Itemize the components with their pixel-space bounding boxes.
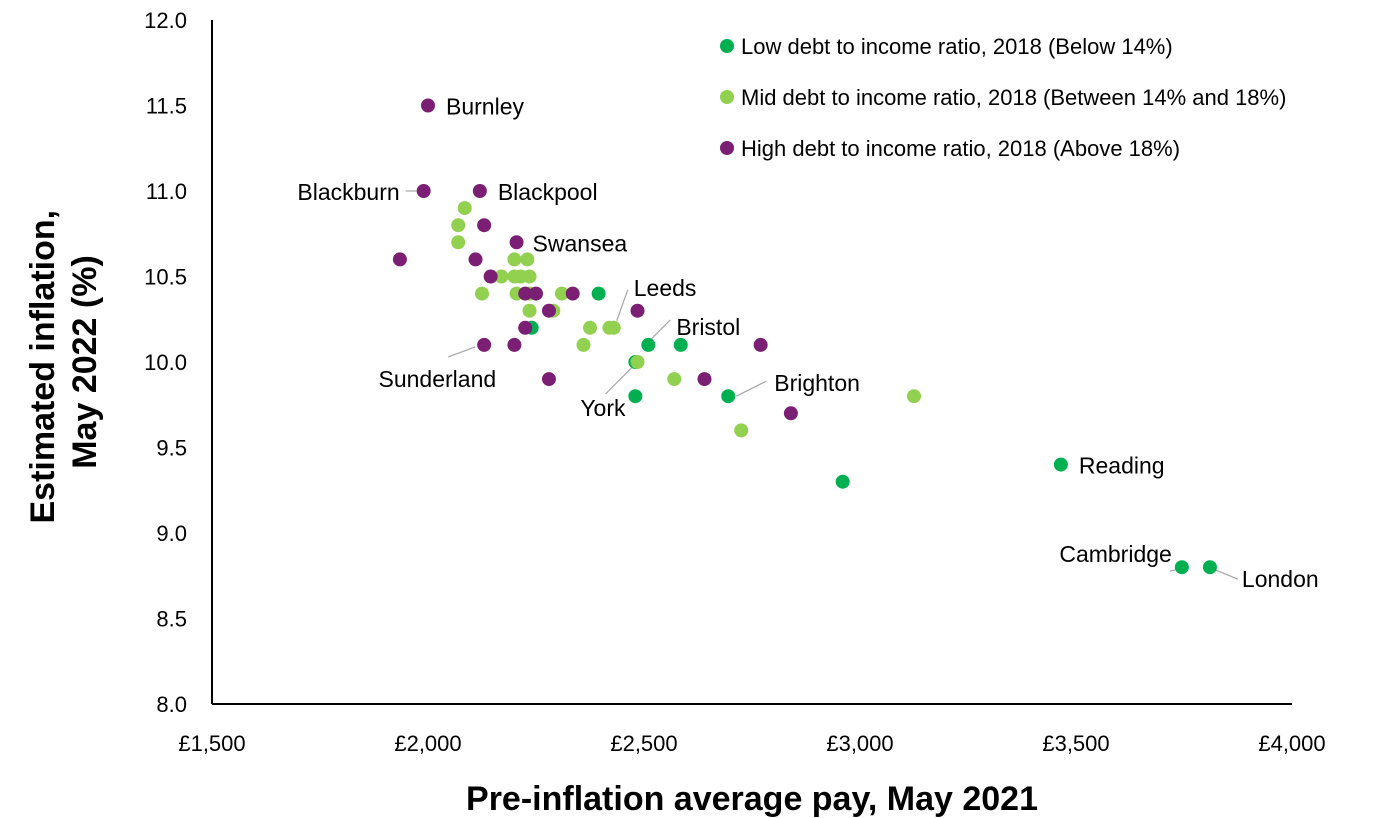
point-mid-debt [554,286,569,301]
data-points [392,98,1217,575]
point-low-debt [673,337,688,352]
point-mid-debt [451,218,466,233]
point-low-debt [721,389,736,404]
y-axis-title-line-2: May 2022 (%) [66,255,104,469]
point-high-debt [783,406,798,421]
point-high-debt [416,184,431,198]
point-high-debt [477,218,492,233]
leader-line [616,289,629,322]
x-axis-title: Pre-inflation average pay, May 2021 [466,780,1038,818]
point-high-debt [507,337,522,352]
x-tick-label: £2,500 [610,731,677,756]
x-tick-label: £2,000 [394,731,461,756]
point-label-london: London [1242,566,1319,592]
point-low-debt [1174,560,1189,575]
legend-marker-low-debt [720,39,734,53]
point-mid-debt [630,355,645,369]
y-tick-label: 11.5 [146,94,187,119]
y-tick-label: 11.0 [146,179,187,204]
legend: Low debt to income ratio, 2018 (Below 14… [720,34,1286,161]
point-high-debt [541,303,556,318]
point-high-debt [518,320,533,335]
point-mid-debt [576,337,591,352]
y-tick-labels: 8.0 8.5 9.0 9.5 10.0 10.5 11.0 11.5 12.0 [144,8,187,717]
point-high-debt [753,337,768,352]
y-tick-label: 10.5 [144,265,187,290]
point-label-blackburn: Blackburn [297,179,399,205]
legend-marker-high-debt [720,141,734,155]
point-mid-debt [734,423,749,438]
point-high-debt [541,372,556,387]
point-high-debt [468,252,483,267]
leader-line [447,346,476,358]
y-tick-label: 9.5 [156,436,187,461]
point-label-sunderland: Sunderland [379,366,497,392]
x-tick-label: £4,000 [1258,731,1325,756]
leader-line [650,319,671,340]
legend-label-high-debt: High debt to income ratio, 2018 (Above 1… [741,136,1180,161]
point-label-york: York [580,395,626,421]
y-tick-label: 8.5 [156,607,187,632]
point-low-debt [641,337,656,352]
legend-label-low-debt: Low debt to income ratio, 2018 (Below 14… [741,34,1173,59]
point-mid-debt [522,303,537,318]
point-high-debt [477,337,492,352]
x-tick-label: £3,000 [826,731,893,756]
point-low-debt [628,389,643,404]
legend-marker-mid-debt [720,90,734,104]
point-low-debt [1053,457,1068,472]
x-tick-labels: £1,500 £2,000 £2,500 £3,000 £3,500 £4,000 [178,731,1325,756]
y-axis-title: Estimated inflation, May 2022 (%) [24,200,104,523]
x-tick-label: £3,500 [1042,731,1109,756]
point-mid-debt [475,286,489,301]
point-low-debt [1202,560,1217,575]
point-label-burnley: Burnley [446,94,524,120]
point-mid-debt [457,201,472,216]
point-label-swansea: Swansea [533,230,628,256]
point-mid-debt [507,252,522,267]
point-label-bristol: Bristol [676,314,740,340]
point-mid-debt [451,235,466,250]
y-tick-label: 10.0 [144,350,187,375]
point-high-debt [630,303,645,318]
leader-line [1215,569,1239,580]
point-high-debt [565,286,580,301]
y-tick-label: 8.0 [156,692,187,717]
leader-line [735,380,767,397]
point-high-debt [472,184,487,198]
point-mid-debt [522,269,537,284]
y-axis-title-line-1: Estimated inflation, [24,210,62,524]
point-mid-debt [494,269,509,284]
point-label-brighton: Brighton [774,370,860,396]
point-label-blackpool: Blackpool [498,179,598,205]
point-label-cambridge: Cambridge [1059,541,1172,567]
label-leader-lines [405,190,1239,580]
point-label-reading: Reading [1079,453,1165,479]
leader-line [605,367,632,395]
y-tick-label: 12.0 [144,8,187,33]
point-high-debt [421,98,435,113]
point-mid-debt [606,320,621,335]
point-high-debt [529,286,543,301]
axes [211,20,1292,705]
point-mid-debt [907,389,921,404]
point-high-debt [483,269,498,284]
point-high-debt [392,252,407,267]
point-low-debt [591,286,606,301]
point-high-debt [697,372,712,387]
point-mid-debt [583,320,597,335]
point-mid-debt [520,252,535,267]
point-label-leeds: Leeds [634,275,697,301]
point-mid-debt [667,372,682,387]
x-tick-label: £1,500 [178,731,245,756]
point-high-debt [509,235,524,250]
point-labels: Bristol Brighton Reading Cambridge London Lee… [297,94,1318,593]
legend-label-mid-debt: Mid debt to income ratio, 2018 (Between … [741,85,1286,110]
point-low-debt [835,474,850,489]
point-high-debt [518,286,533,301]
y-tick-label: 9.0 [156,521,187,546]
